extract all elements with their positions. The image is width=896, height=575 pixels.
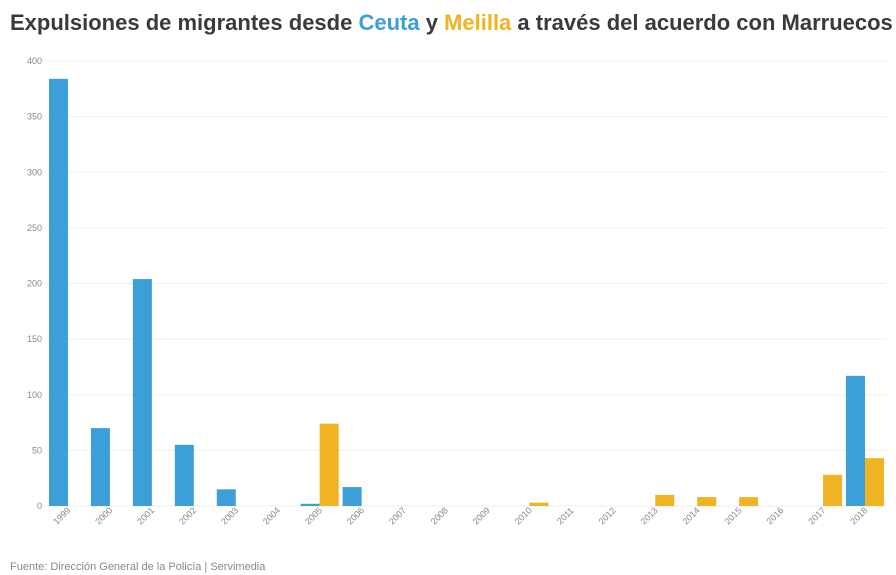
title-part-1: Expulsiones de migrantes desde (10, 10, 359, 35)
x-tick-label: 2009 (471, 505, 492, 526)
x-tick-label: 2012 (597, 505, 618, 526)
grid-lines (47, 60, 886, 507)
title-ceuta-label: Ceuta (358, 10, 420, 35)
x-tick-label: 2010 (513, 505, 534, 526)
x-tick-label: 1999 (51, 505, 72, 526)
bars (48, 78, 885, 507)
bar-ceuta-2001[interactable] (132, 279, 152, 506)
y-tick-label: 100 (27, 390, 42, 400)
bar-ceuta-2018[interactable] (846, 375, 866, 506)
bar-ceuta-2002[interactable] (174, 444, 194, 506)
y-axis-ticks: 0 50 100 150 200 250 300 350 400 (27, 56, 42, 511)
x-tick-label: 2008 (429, 505, 450, 526)
title-part-2: y (419, 10, 445, 35)
x-tick-label: 2015 (722, 505, 743, 526)
bar-ceuta-2005[interactable] (300, 503, 320, 506)
bar-melilla-2013[interactable] (655, 494, 675, 506)
x-tick-label: 2016 (764, 505, 785, 526)
title-part-3: a través del acuerdo con Marruecos (511, 10, 893, 35)
x-tick-label: 2000 (93, 505, 114, 526)
bar-melilla-2018[interactable] (865, 458, 885, 506)
x-tick-label: 2005 (303, 505, 324, 526)
y-tick-label: 0 (37, 501, 42, 511)
y-tick-label: 300 (27, 167, 42, 177)
x-tick-label: 2006 (345, 505, 366, 526)
x-tick-label: 2014 (680, 505, 701, 526)
y-tick-label: 350 (27, 112, 42, 122)
y-tick-label: 200 (27, 279, 42, 289)
x-tick-label: 2004 (261, 505, 282, 526)
bar-ceuta-2003[interactable] (216, 489, 236, 506)
bar-melilla-2015[interactable] (739, 497, 759, 506)
bar-ceuta-2006[interactable] (342, 487, 362, 506)
x-tick-label: 2018 (848, 505, 869, 526)
x-tick-label: 2001 (135, 505, 156, 526)
bar-ceuta-2000[interactable] (90, 428, 110, 506)
bar-melilla-2005[interactable] (319, 423, 339, 506)
title-melilla-label: Melilla (444, 10, 512, 35)
x-tick-label: 2013 (639, 505, 660, 526)
x-tick-label: 2003 (219, 505, 240, 526)
x-tick-label: 2007 (387, 505, 408, 526)
bar-melilla-2010[interactable] (529, 502, 549, 506)
x-axis-ticks: 1999 2000 2001 2002 2003 2004 2005 2006 2007 2008… (51, 505, 869, 526)
y-tick-label: 250 (27, 223, 42, 233)
chart-title: Expulsiones de migrantes desde Ceuta y M… (10, 10, 893, 36)
x-tick-label: 2002 (177, 505, 198, 526)
bar-melilla-2014[interactable] (697, 497, 717, 506)
y-tick-label: 400 (27, 56, 42, 66)
source-note: Fuente: Dirección General de la Policía … (10, 561, 266, 573)
bar-melilla-2017[interactable] (823, 474, 843, 506)
bar-ceuta-1999[interactable] (48, 78, 68, 507)
y-tick-label: 150 (27, 334, 42, 344)
x-tick-label: 2017 (806, 505, 827, 526)
x-tick-label: 2011 (555, 505, 576, 526)
y-tick-label: 50 (32, 445, 42, 455)
